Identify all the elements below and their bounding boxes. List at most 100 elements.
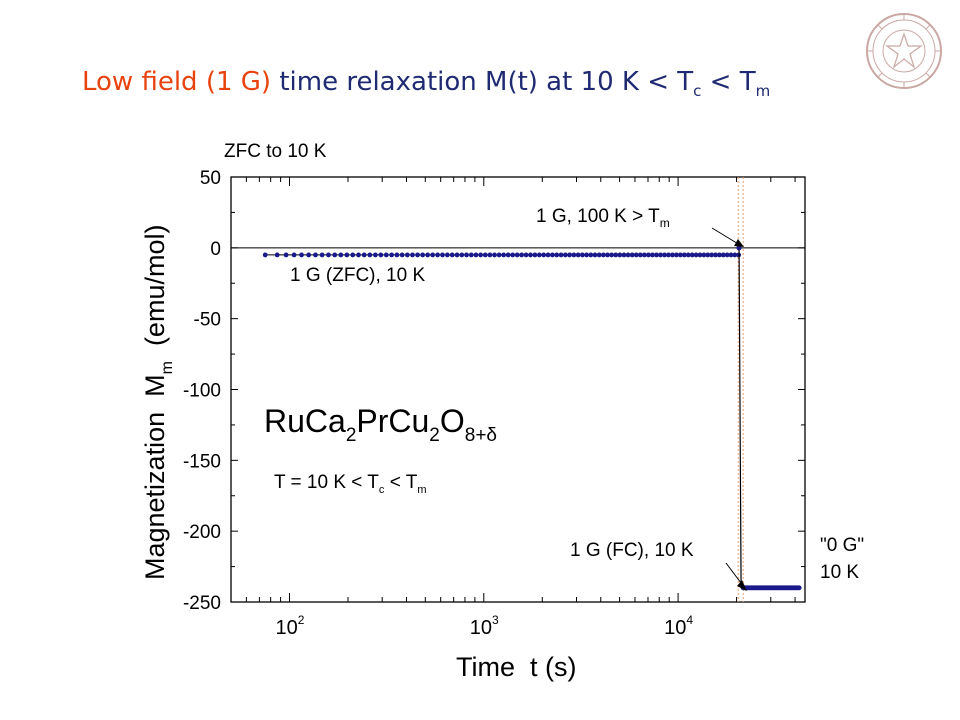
zfc-data-point (673, 252, 679, 258)
zfc-data-point (435, 252, 440, 258)
zfc-data-point (629, 252, 635, 258)
zfc-data-point (677, 252, 683, 258)
zfc-data-point (536, 252, 542, 258)
zfc-data-point (510, 252, 516, 258)
zfc-data-point (713, 252, 718, 258)
zfc-data-point (415, 252, 420, 258)
plot-frame (230, 176, 806, 603)
title-main: time relaxation M(t) at 10 K < T (271, 67, 694, 97)
zero-g-label: "0 G" (820, 535, 864, 556)
zfc-data-point (532, 252, 538, 258)
zfc-data-point (701, 252, 707, 258)
zfc-data-point (717, 252, 722, 258)
zfc-data-point (554, 252, 560, 258)
zfc-data-point (274, 252, 280, 258)
temperature-condition: T = 10 K < Tc < Tm (274, 472, 427, 496)
zfc-data-point (575, 252, 581, 258)
zfc-data-point (356, 252, 361, 258)
zfc-data-point (685, 252, 691, 258)
fc-data-point (796, 585, 802, 591)
high-temp-arrow (711, 227, 741, 246)
zfc-data-point (523, 252, 529, 258)
zfc-data-point (394, 252, 400, 258)
zfc-data-point (383, 252, 389, 258)
title-field: Low field (1 G) (82, 67, 272, 97)
zfc-data-point (473, 252, 479, 258)
zfc-data-point (592, 252, 598, 258)
x-tick-label: 104 (664, 613, 693, 639)
zfc-data-point (596, 252, 602, 258)
zfc-data-point (562, 252, 568, 258)
zfc-data-point (689, 252, 695, 258)
zfc-data-point (528, 252, 533, 258)
zfc-data-point (338, 252, 344, 258)
zfc-data-point (440, 252, 445, 258)
zfc-data-point (584, 252, 589, 258)
zfc-data-point (600, 252, 606, 258)
zfc-data-point (571, 252, 577, 258)
x-tick-label: 102 (275, 613, 304, 639)
zfc-data-point (637, 252, 643, 258)
zfc-data-point (645, 252, 651, 258)
zfc-data-point (501, 252, 507, 258)
y-tick-label: -150 (183, 451, 221, 472)
zfc-data-point (361, 252, 367, 258)
zfc-data-point (459, 252, 465, 258)
high-temp-arrowhead (734, 239, 744, 247)
title-sub-m: m (755, 82, 771, 101)
zfc-data-point (567, 252, 573, 258)
zfc-data-point (724, 252, 730, 258)
zfc-data-point (514, 252, 520, 258)
zfc-data-point (262, 252, 268, 258)
zfc-data-point (425, 252, 431, 258)
zfc-data-point (681, 252, 687, 258)
zfc-data-point (313, 252, 318, 258)
zero-g-temp-label: 10 K (820, 562, 859, 583)
zfc-data-point (367, 252, 373, 258)
y-tick-label: 50 (200, 168, 221, 189)
zfc-data-point (404, 252, 410, 258)
y-tick-label: 0 (210, 239, 221, 260)
zfc-data-point (332, 252, 338, 258)
zfc-data-point (662, 252, 667, 258)
zfc-data-point (344, 252, 350, 258)
zfc-data-point (558, 252, 564, 258)
zfc-series-label: 1 G (ZFC), 10 K (290, 265, 425, 286)
zfc-data-point (654, 252, 659, 258)
zfc-data-point (378, 252, 384, 258)
zfc-data-point (541, 252, 547, 258)
zfc-data-point (705, 252, 711, 258)
zfc-data-point (519, 252, 525, 258)
zfc-header-label: ZFC to 10 K (224, 141, 327, 162)
zfc-data-point (545, 252, 551, 258)
zfc-data-point (550, 252, 555, 258)
zfc-data-point (579, 252, 585, 258)
y-axis-label: Magnetization Mm (emu/mol) (140, 225, 176, 580)
zfc-data-point (709, 252, 715, 258)
zfc-data-point (505, 252, 511, 258)
zfc-data-point (492, 252, 497, 258)
transition-line (738, 247, 742, 588)
zfc-data-point (697, 252, 703, 258)
zfc-data-point (372, 252, 378, 258)
zfc-data-point (399, 252, 405, 258)
zfc-data-point (605, 252, 610, 258)
title-sub-c: c (693, 82, 702, 101)
slide-title: Low field (1 G) time relaxation M(t) at … (82, 62, 770, 111)
zfc-data-point (728, 252, 734, 258)
x-tick-label: 103 (470, 613, 499, 639)
zfc-data-point (666, 252, 671, 258)
y-tick-label: -100 (183, 381, 221, 402)
zfc-data-point (609, 252, 615, 258)
zfc-data-point (283, 252, 289, 258)
compound-formula: RuCa2PrCu2O8+δ (264, 403, 497, 446)
zfc-data-point (464, 252, 469, 258)
high-temp-label: 1 G, 100 K > Tm (536, 206, 670, 230)
zfc-data-point (291, 252, 297, 258)
zfc-data-point (306, 252, 312, 258)
university-seal-icon (866, 13, 942, 89)
zfc-data-point (496, 252, 502, 258)
y-tick-label: -200 (183, 522, 221, 543)
fc-arrowhead (737, 580, 747, 591)
